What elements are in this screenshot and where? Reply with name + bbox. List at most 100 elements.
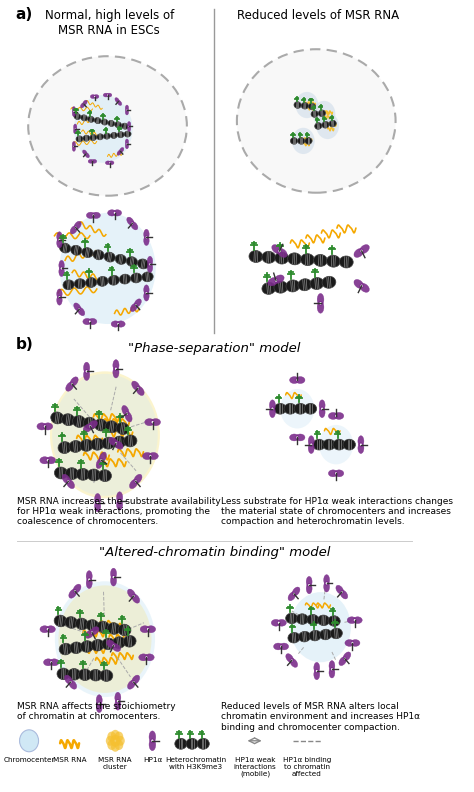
Ellipse shape: [354, 280, 364, 288]
Ellipse shape: [112, 637, 126, 649]
Ellipse shape: [73, 416, 86, 428]
Text: a): a): [15, 7, 33, 22]
Ellipse shape: [313, 440, 325, 450]
Ellipse shape: [324, 581, 329, 592]
Circle shape: [112, 576, 115, 578]
Ellipse shape: [64, 675, 73, 684]
Circle shape: [73, 146, 74, 147]
Ellipse shape: [272, 245, 282, 253]
Ellipse shape: [82, 248, 93, 257]
Ellipse shape: [69, 680, 77, 689]
Circle shape: [44, 425, 46, 428]
Ellipse shape: [139, 654, 148, 661]
Ellipse shape: [115, 254, 127, 265]
Ellipse shape: [70, 642, 82, 653]
Ellipse shape: [127, 257, 137, 267]
Ellipse shape: [308, 443, 314, 454]
Ellipse shape: [318, 615, 329, 626]
Circle shape: [360, 444, 362, 446]
Circle shape: [292, 128, 315, 154]
Ellipse shape: [343, 652, 351, 661]
Ellipse shape: [91, 438, 104, 450]
Circle shape: [73, 111, 74, 112]
Ellipse shape: [304, 403, 317, 414]
Ellipse shape: [97, 276, 108, 286]
Ellipse shape: [144, 291, 149, 301]
Ellipse shape: [125, 412, 132, 422]
Ellipse shape: [286, 613, 298, 623]
Circle shape: [296, 92, 319, 118]
Ellipse shape: [57, 295, 62, 305]
Ellipse shape: [72, 145, 75, 151]
Circle shape: [78, 308, 80, 310]
Circle shape: [114, 211, 116, 214]
Circle shape: [118, 101, 119, 102]
Ellipse shape: [86, 212, 95, 219]
Ellipse shape: [284, 403, 297, 414]
Circle shape: [19, 729, 38, 752]
Circle shape: [335, 415, 337, 417]
Ellipse shape: [113, 210, 122, 216]
Circle shape: [146, 236, 147, 238]
Ellipse shape: [111, 321, 120, 327]
Circle shape: [278, 622, 280, 624]
Ellipse shape: [144, 285, 149, 295]
Ellipse shape: [296, 434, 305, 441]
Ellipse shape: [94, 493, 100, 505]
Ellipse shape: [130, 303, 137, 311]
Circle shape: [118, 500, 121, 502]
Ellipse shape: [286, 280, 300, 292]
Ellipse shape: [101, 119, 108, 125]
Text: Chromocenter: Chromocenter: [3, 756, 55, 763]
Circle shape: [146, 656, 147, 658]
Ellipse shape: [358, 436, 364, 447]
Ellipse shape: [76, 136, 83, 142]
Circle shape: [133, 595, 135, 597]
Ellipse shape: [124, 131, 131, 137]
Ellipse shape: [186, 738, 198, 749]
Ellipse shape: [124, 435, 137, 447]
Ellipse shape: [329, 120, 336, 127]
Circle shape: [137, 387, 139, 390]
Circle shape: [149, 263, 151, 265]
Ellipse shape: [93, 249, 104, 260]
Ellipse shape: [91, 639, 104, 651]
Circle shape: [321, 408, 323, 410]
Circle shape: [116, 736, 125, 746]
Ellipse shape: [74, 303, 81, 311]
Circle shape: [50, 661, 52, 664]
Ellipse shape: [142, 272, 153, 282]
Ellipse shape: [115, 692, 121, 703]
Ellipse shape: [353, 617, 362, 623]
Ellipse shape: [275, 252, 289, 264]
Ellipse shape: [89, 421, 98, 428]
Ellipse shape: [286, 653, 293, 663]
Circle shape: [61, 268, 63, 269]
Circle shape: [293, 592, 295, 595]
Circle shape: [310, 444, 312, 446]
Ellipse shape: [110, 568, 117, 579]
Ellipse shape: [103, 133, 110, 139]
Ellipse shape: [37, 423, 46, 430]
Circle shape: [46, 628, 49, 630]
Ellipse shape: [318, 110, 326, 116]
Ellipse shape: [54, 615, 67, 626]
Ellipse shape: [70, 377, 78, 386]
Ellipse shape: [131, 273, 142, 283]
Ellipse shape: [149, 739, 155, 751]
Ellipse shape: [314, 662, 319, 673]
Ellipse shape: [62, 474, 70, 484]
Text: "Altered-chromatin binding" model: "Altered-chromatin binding" model: [99, 546, 330, 559]
Ellipse shape: [99, 452, 107, 463]
Circle shape: [291, 660, 293, 661]
Ellipse shape: [57, 238, 62, 248]
Circle shape: [70, 681, 72, 683]
Circle shape: [74, 95, 133, 163]
Ellipse shape: [81, 115, 88, 121]
Circle shape: [88, 578, 90, 581]
Ellipse shape: [102, 638, 115, 649]
Text: HP1α binding
to chromatin
affected: HP1α binding to chromatin affected: [283, 756, 331, 777]
Circle shape: [319, 302, 322, 305]
Circle shape: [326, 582, 328, 584]
Ellipse shape: [104, 252, 115, 262]
